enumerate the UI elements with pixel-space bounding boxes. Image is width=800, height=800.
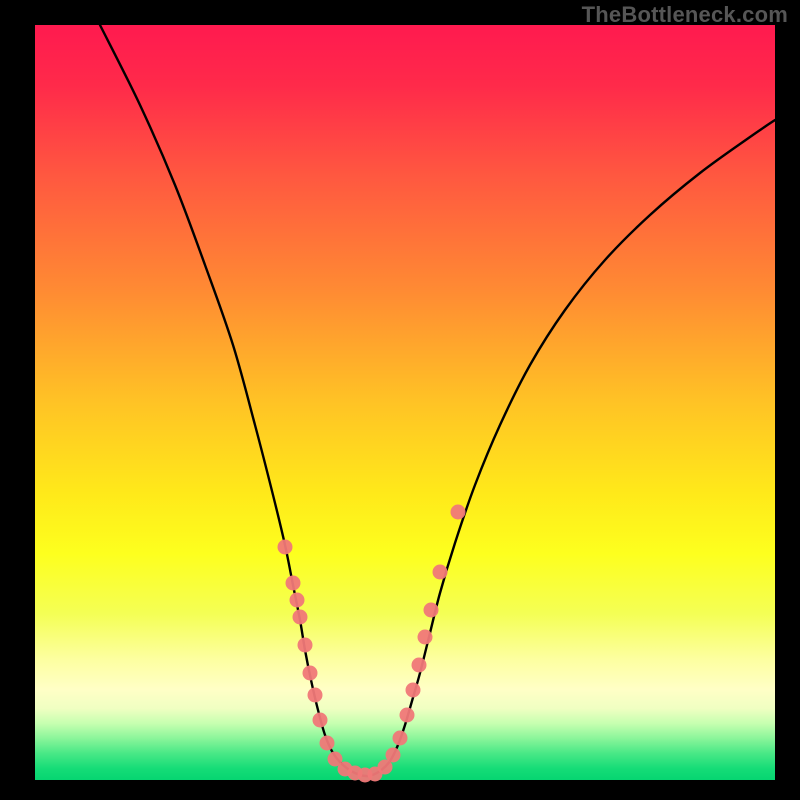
plot-background [35,25,775,780]
data-point [424,603,439,618]
data-point [393,731,408,746]
watermark-text: TheBottleneck.com [582,2,788,28]
data-point [293,610,308,625]
data-point [308,688,323,703]
data-point [313,713,328,728]
data-point [433,565,448,580]
chart-container: { "canvas": { "width": 800, "height": 80… [0,0,800,800]
data-point [386,748,401,763]
data-point [418,630,433,645]
data-point [303,666,318,681]
data-point [290,593,305,608]
data-point [278,540,293,555]
data-point [298,638,313,653]
bottleneck-chart [0,0,800,800]
data-point [286,576,301,591]
data-point [406,683,421,698]
data-point [412,658,427,673]
data-point [400,708,415,723]
data-point [320,736,335,751]
data-point [451,505,466,520]
